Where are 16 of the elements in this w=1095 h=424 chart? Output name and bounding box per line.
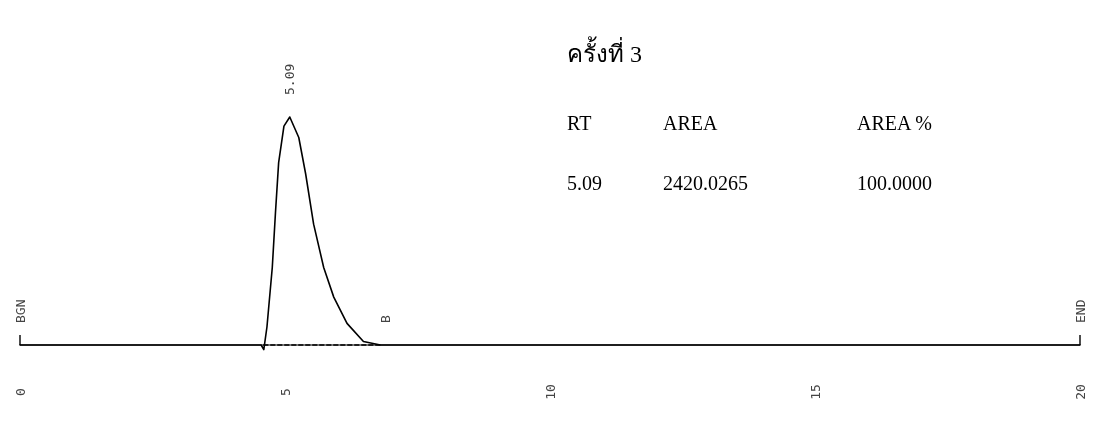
- annotation: END: [1072, 299, 1088, 323]
- annotation: 5.09: [282, 63, 298, 95]
- annotation: 2420.0265: [663, 172, 748, 194]
- annotation: AREA %: [857, 112, 932, 134]
- x-tick-label: 5: [277, 388, 293, 396]
- x-tick-label: 10: [542, 384, 558, 400]
- annotation: 100.0000: [857, 172, 932, 194]
- annotation: AREA: [663, 112, 718, 134]
- annotation: 5.09: [567, 172, 602, 194]
- x-tick-label: 15: [807, 384, 823, 400]
- annotation: B: [378, 315, 394, 323]
- x-tick-label: 0: [12, 388, 28, 396]
- x-tick-label: 20: [1072, 384, 1088, 400]
- annotation: RT: [567, 112, 592, 134]
- annotation: BGN: [12, 299, 28, 323]
- chart-title: ครั้งที่ 3: [567, 36, 642, 67]
